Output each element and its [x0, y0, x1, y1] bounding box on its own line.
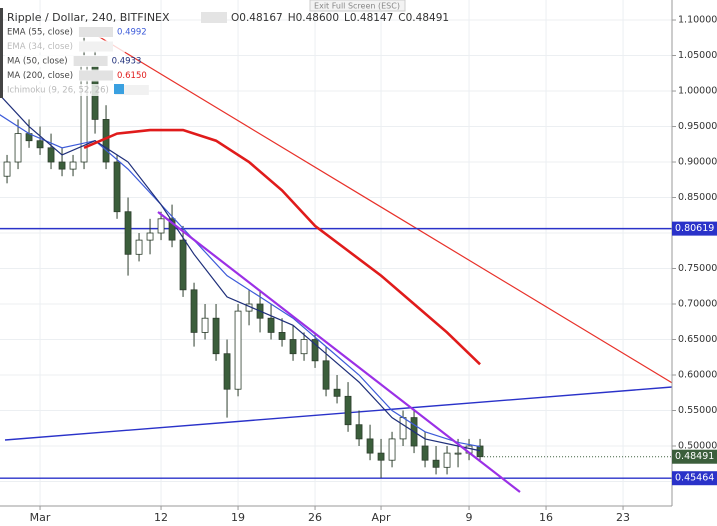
candle-body [454, 452, 462, 455]
candle-body [124, 211, 132, 255]
legend-value: 0.6150 [117, 71, 147, 81]
legend-buttons[interactable] [78, 41, 113, 52]
legend-value: 0.4933 [112, 57, 142, 67]
trend-line [4, 386, 672, 441]
ohlc-value: H0.48600 [288, 12, 339, 24]
legend-name: MA (200, close) [7, 71, 73, 81]
plot-area [0, 27, 672, 493]
candle-body [421, 445, 429, 461]
legend-value: 0.4992 [117, 28, 147, 38]
x-tick-label: 19 [231, 511, 245, 524]
candle-body [355, 424, 363, 440]
x-tick-label: Apr [372, 511, 392, 524]
candle-body [322, 360, 330, 390]
exit-button[interactable] [309, 0, 406, 12]
candle-body [432, 459, 440, 468]
candle-body [223, 353, 231, 390]
legend-buttons[interactable] [114, 85, 149, 95]
price-tag [672, 471, 717, 486]
x-tick-label: 23 [616, 511, 630, 524]
y-tick-label: 0.85000 [678, 192, 717, 203]
indicator-icon[interactable] [114, 84, 124, 94]
legend-buttons[interactable] [79, 70, 114, 81]
candle-body [212, 317, 220, 355]
y-tick-label: 0.95000 [678, 121, 717, 132]
candle-body [14, 133, 22, 163]
candle-body [366, 438, 374, 454]
candle-body [58, 161, 66, 170]
candle-body [333, 388, 341, 397]
candle-body [69, 161, 77, 170]
candle-body [146, 232, 154, 241]
candle-body [102, 119, 110, 163]
candle-body [113, 161, 121, 213]
x-tick-label: 26 [308, 511, 322, 524]
price-tag-label: 0.45464 [675, 473, 714, 484]
legend-buttons[interactable] [201, 12, 227, 23]
candle-body [168, 218, 176, 241]
candle-body [278, 332, 286, 340]
y-tick-label: 1.10000 [678, 15, 717, 26]
y-tick-label: 1.05000 [678, 50, 717, 61]
candle-body [234, 310, 242, 390]
candle-body [399, 417, 407, 440]
trend-line [157, 211, 521, 493]
exit-button-label[interactable]: Exit Full Screen (ESC) [314, 2, 400, 11]
x-tick-label: Mar [30, 511, 51, 524]
candle-body [289, 339, 297, 355]
candle-body [36, 140, 44, 149]
candle-body [47, 147, 55, 163]
legend: O0.48167 H0.48600 L0.48147 C0.48491 EMA (55,… [5, 12, 449, 96]
indicator-line [0, 94, 481, 452]
y-tick-label: 1.00000 [678, 86, 717, 97]
candle-body [311, 339, 319, 362]
candle-body [300, 339, 308, 355]
candle-body [135, 239, 143, 255]
indicator-line [83, 128, 481, 366]
price-tag [672, 449, 717, 464]
indicator-line [0, 114, 481, 448]
legend-buttons[interactable] [73, 56, 108, 66]
candle-body [443, 452, 451, 468]
x-tick-label: 12 [154, 511, 168, 524]
price-tag-label: 0.80619 [675, 223, 714, 234]
legend-name: EMA (34, close) [7, 42, 73, 52]
candle-body [388, 438, 396, 461]
y-tick-label: 0.50000 [678, 441, 717, 452]
legend-name: Ichimoku (9, 26, 52, 26) [7, 86, 109, 96]
candle-body [476, 445, 484, 458]
ohlc-value: L0.48147 [344, 12, 393, 24]
candle-body [179, 239, 187, 291]
x-tick-label: 16 [539, 511, 553, 524]
candle-body [267, 317, 275, 333]
legend-name: EMA (55, close) [7, 28, 73, 38]
y-tick-label: 0.65000 [678, 334, 717, 345]
candle-body [190, 289, 198, 333]
legend-name: MA (50, close) [7, 57, 68, 67]
y-tick-label: 0.90000 [678, 157, 717, 168]
candle-body [201, 317, 209, 333]
legend-marker [0, 8, 3, 98]
y-tick-label: 0.55000 [678, 405, 717, 416]
ohlc-value: O0.48167 [231, 12, 283, 24]
y-tick-label: 0.70000 [678, 299, 717, 310]
legend-bg [5, 84, 125, 96]
price-tag [672, 221, 717, 236]
price-tag-label: 0.48491 [675, 451, 714, 462]
candle-body [377, 452, 385, 461]
trend-line [87, 29, 672, 384]
candle-body [157, 218, 165, 234]
ohlc-value: C0.48491 [398, 12, 449, 24]
chart-title: Ripple / Dollar, 240, BITFINEX [7, 11, 170, 24]
grid [0, 0, 672, 506]
y-tick-label: 0.75000 [678, 263, 717, 274]
legend-buttons[interactable] [78, 27, 113, 37]
y-tick-label: 0.60000 [678, 370, 717, 381]
x-tick-label: 9 [466, 511, 473, 524]
candle-body [3, 161, 11, 177]
candle-body [344, 395, 352, 426]
